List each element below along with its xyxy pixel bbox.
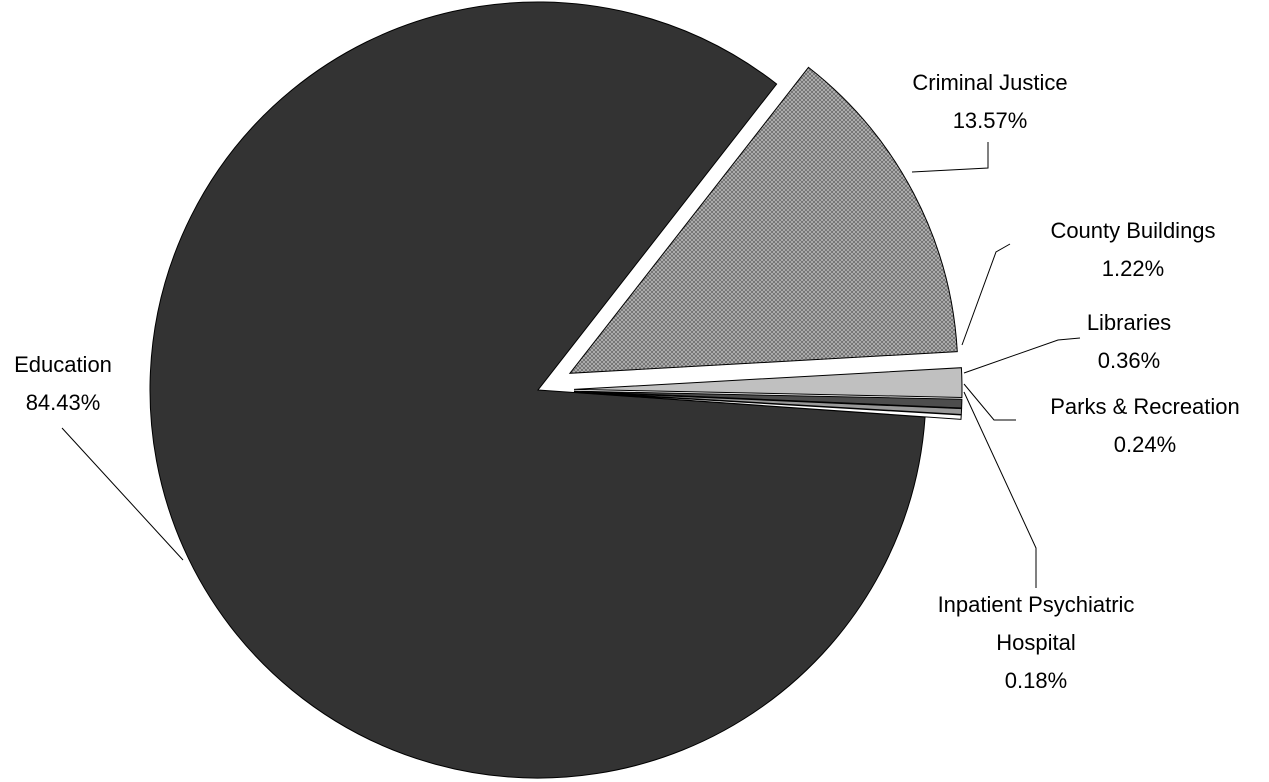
pie-slice-inpatient-psychiatric-hospital — [573, 391, 962, 420]
pie-slices — [149, 1, 963, 779]
leader-parks-recreation — [963, 383, 1016, 421]
leader-psychiatric — [963, 391, 1037, 588]
slice-value-libraries: 0.36% — [1098, 348, 1160, 373]
slice-label-psychiatric-line2: Hospital — [996, 630, 1075, 655]
pie-slice-libraries — [573, 390, 963, 409]
leader-education — [61, 427, 184, 561]
pie-slice-criminal-justice — [568, 66, 958, 374]
leader-libraries — [963, 337, 1081, 374]
slice-label-criminal-justice: Criminal Justice — [912, 70, 1067, 95]
leader-county-buildings — [961, 243, 1011, 346]
slice-label-psychiatric-line1: Inpatient Psychiatric — [938, 592, 1135, 617]
leader-criminal-justice — [911, 142, 989, 173]
slice-label-libraries: Libraries — [1087, 310, 1171, 335]
slice-labels: Education 84.43% Criminal Justice 13.57%… — [14, 70, 1240, 693]
slice-label-county-buildings: County Buildings — [1050, 218, 1215, 243]
slice-value-county-buildings: 1.22% — [1102, 256, 1164, 281]
slice-label-education: Education — [14, 352, 112, 377]
pie-slice-county-buildings — [573, 367, 963, 398]
slice-value-psychiatric: 0.18% — [1005, 668, 1067, 693]
pie-slice-education — [149, 1, 926, 779]
slice-value-criminal-justice: 13.57% — [953, 108, 1028, 133]
slice-label-parks-recreation: Parks & Recreation — [1050, 394, 1240, 419]
leader-lines — [61, 142, 1081, 588]
slice-value-education: 84.43% — [26, 390, 101, 415]
slice-value-parks-recreation: 0.24% — [1114, 432, 1176, 457]
